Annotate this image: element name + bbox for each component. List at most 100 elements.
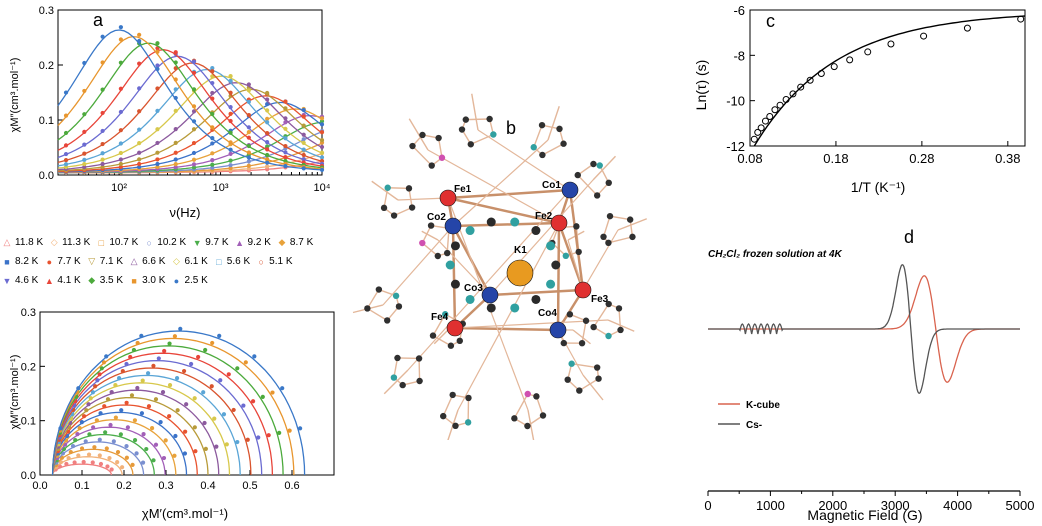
data-point <box>260 394 265 399</box>
data-point <box>155 127 160 132</box>
data-point <box>137 109 142 114</box>
data-point <box>283 155 288 160</box>
data-point <box>63 130 69 136</box>
data-point <box>301 152 306 158</box>
series-line <box>51 359 263 476</box>
data-point <box>210 141 215 146</box>
legend-symbol: ○ <box>146 237 152 248</box>
data-point <box>155 108 160 113</box>
data-point <box>228 73 233 79</box>
legend-item: ▲ 9.2 K <box>235 237 271 248</box>
bond <box>421 242 439 257</box>
bond <box>547 106 560 141</box>
data-point <box>771 106 779 114</box>
series-line <box>51 337 295 476</box>
x-axis-label-b: χM′(cm³.mol⁻¹) <box>142 506 228 521</box>
bond <box>470 133 494 145</box>
data-point <box>100 128 105 134</box>
data-point <box>151 458 156 463</box>
atom-small <box>408 204 416 211</box>
data-point <box>776 101 784 109</box>
x-tick-label: 0.28 <box>909 151 934 166</box>
x-tick-label: 0.3 <box>158 480 173 492</box>
legend-item: ◆ 3.5 K <box>87 275 123 286</box>
data-point <box>95 378 100 383</box>
data-point <box>203 446 208 452</box>
x-tick-label: 0.08 <box>737 151 762 166</box>
series-line <box>51 389 220 476</box>
atom-small <box>440 412 447 420</box>
y-tick-label: 0.3 <box>39 5 54 17</box>
data-point <box>301 123 306 128</box>
data-point <box>210 158 215 163</box>
y-axis-label-b: χM″(cm³.mol⁻¹) <box>9 355 21 430</box>
bond <box>408 118 429 151</box>
data-point <box>173 126 178 132</box>
bond <box>442 394 454 417</box>
data-point <box>132 438 138 443</box>
data-point <box>118 164 123 170</box>
legend-symbol: ◇ <box>172 256 180 266</box>
atom-small <box>510 303 520 313</box>
y-tick-label: -10 <box>726 94 745 109</box>
atom-small <box>596 162 603 169</box>
data-point <box>167 414 172 419</box>
data-point <box>63 113 69 118</box>
legend-item: ◇ 11.3 K <box>49 237 91 248</box>
atom-small <box>447 342 455 349</box>
legend-symbol: ■ <box>4 256 10 267</box>
data-point <box>104 446 109 451</box>
data-point <box>73 438 78 443</box>
data-point <box>283 158 288 164</box>
legend-label: 2.5 K <box>184 275 208 286</box>
bond <box>393 206 413 217</box>
atom-small <box>415 355 423 362</box>
data-point <box>155 157 160 162</box>
data-point <box>319 130 325 135</box>
legend-row: ■ 8.2 K ● 7.7 K ▽ 7.1 K △ 6.6 K ◇ 6.1 K □ 5.6 K ○ 5.1… <box>2 252 332 271</box>
bond <box>607 319 635 332</box>
data-point <box>167 383 173 388</box>
bond <box>418 358 421 382</box>
data-point <box>196 354 201 360</box>
data-point <box>111 439 116 444</box>
data-point <box>301 114 306 119</box>
data-point <box>806 76 814 84</box>
data-point <box>72 460 77 465</box>
legend-symbol: △ <box>130 256 138 266</box>
series-line <box>57 62 323 164</box>
data-point <box>265 120 270 125</box>
legend-item: ● 7.7 K <box>44 256 81 267</box>
y-tick-label: 0.3 <box>21 307 36 319</box>
data-point <box>256 435 261 440</box>
data-point <box>155 140 160 146</box>
legend-label: 11.8 K <box>15 237 44 248</box>
data-point <box>191 140 197 146</box>
bond <box>556 222 561 331</box>
data-point <box>191 162 197 167</box>
data-point <box>137 157 142 162</box>
data-point <box>319 167 325 172</box>
atom-small <box>450 241 460 251</box>
bond <box>592 155 617 181</box>
data-point <box>191 109 197 114</box>
data-point <box>210 136 215 141</box>
data-point <box>265 97 270 102</box>
data-point <box>130 462 135 467</box>
data-point <box>173 157 178 162</box>
data-point <box>192 425 197 430</box>
x-axis-label-d: Magnetic Field (G) <box>807 507 922 523</box>
data-point <box>86 402 91 407</box>
data-point <box>94 418 99 423</box>
data-point <box>191 104 197 109</box>
data-point <box>283 116 288 121</box>
data-point <box>124 443 129 449</box>
x-tick-label: 0.38 <box>995 151 1020 166</box>
data-point <box>265 140 270 145</box>
data-point <box>277 430 282 436</box>
data-point <box>76 386 81 391</box>
bond <box>421 230 439 241</box>
data-point <box>246 125 251 130</box>
data-point <box>203 347 208 353</box>
atom-small <box>578 339 586 347</box>
